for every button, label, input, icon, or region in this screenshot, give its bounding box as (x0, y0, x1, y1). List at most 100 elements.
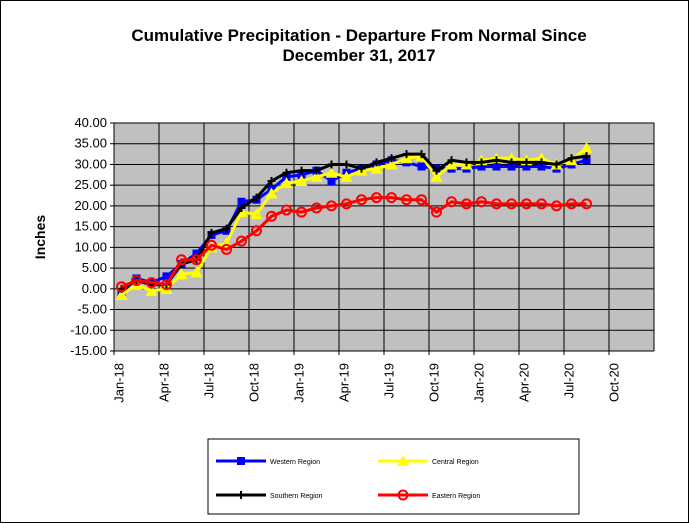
legend-marker (237, 491, 245, 499)
data-point (371, 192, 382, 204)
data-point (206, 239, 217, 251)
data-point (417, 150, 426, 159)
data-point (430, 170, 443, 182)
data-point (402, 150, 411, 159)
data-point (115, 289, 128, 301)
data-point (387, 154, 396, 163)
x-tick-label: Jul-20 (561, 363, 576, 398)
data-point (492, 162, 501, 171)
data-point (372, 158, 381, 167)
legend-box (207, 438, 580, 515)
y-axis-title: Inches (32, 215, 48, 260)
data-point (432, 166, 441, 175)
legend-entry: Central Region (378, 455, 479, 466)
data-point (280, 177, 293, 189)
legend-label: Eastern Region (432, 493, 480, 500)
data-point (297, 166, 306, 175)
legend-label: Southern Region (270, 493, 323, 500)
x-tick-label: Oct-18 (246, 363, 261, 402)
legend-label: Central Region (432, 459, 479, 466)
data-point (266, 210, 277, 222)
x-tick-label: Apr-19 (336, 363, 351, 402)
data-point (311, 202, 322, 214)
legend-entry: Eastern Region (378, 489, 480, 501)
y-tick-label: 20.00 (74, 198, 107, 213)
y-tick-label: -15.00 (70, 343, 107, 358)
legend: Western Region Central Region Southern Reg… (216, 455, 480, 501)
data-point (265, 187, 278, 199)
data-point (236, 235, 247, 247)
data-point (567, 154, 576, 163)
data-point (582, 152, 591, 161)
series-line (120, 196, 587, 289)
data-point (190, 266, 203, 278)
data-point (297, 170, 306, 179)
data-point (507, 162, 516, 171)
data-point (342, 160, 351, 169)
y-tick-label: 5.00 (82, 260, 107, 275)
data-point (146, 277, 157, 289)
data-point (281, 204, 292, 216)
data-point (175, 268, 188, 280)
data-point (536, 198, 547, 210)
data-point (370, 162, 383, 174)
x-tick-label: Jul-18 (201, 363, 216, 398)
data-point (357, 164, 366, 173)
data-point (222, 224, 231, 233)
data-point (535, 152, 548, 164)
data-point (476, 196, 487, 208)
data-point (237, 203, 246, 212)
chart-subtitle: December 31, 2017 (282, 46, 435, 65)
data-point (477, 162, 486, 171)
data-point (326, 200, 337, 212)
data-point (116, 281, 127, 293)
data-point (385, 158, 398, 170)
data-point (237, 197, 246, 206)
data-point (282, 172, 291, 181)
y-tick-label: 0.00 (82, 281, 107, 296)
data-point (162, 272, 171, 281)
legend-label: Western Region (270, 459, 320, 466)
legend-marker (237, 457, 245, 465)
data-point (491, 198, 502, 210)
data-point (327, 160, 336, 169)
data-point (312, 166, 321, 175)
y-tick-label: 35.00 (74, 136, 107, 151)
data-point (251, 225, 262, 237)
y-tick-label: 30.00 (74, 156, 107, 171)
data-point (296, 206, 307, 218)
data-point (582, 156, 591, 165)
x-tick-label: Jan-19 (291, 363, 306, 403)
y-tick-label: 10.00 (74, 239, 107, 254)
data-point (506, 198, 517, 210)
data-point (310, 170, 323, 182)
data-point (522, 158, 531, 167)
data-point (250, 208, 263, 220)
legend-marker (397, 455, 409, 466)
x-tick-label: Oct-20 (606, 363, 621, 402)
data-point (161, 279, 172, 291)
data-point (282, 168, 291, 177)
data-point (340, 170, 353, 182)
data-point (221, 243, 232, 255)
data-point (537, 158, 546, 167)
y-tick-label: -5.00 (77, 302, 107, 317)
data-point (295, 175, 308, 187)
legend-entry: Southern Region (216, 491, 323, 500)
y-tick-label: 25.00 (74, 177, 107, 192)
data-point (145, 284, 158, 296)
data-point (131, 275, 142, 287)
data-point (462, 158, 471, 167)
data-point (325, 166, 338, 178)
x-tick-label: Apr-18 (156, 363, 171, 402)
data-point (401, 194, 412, 206)
data-point (356, 194, 367, 206)
data-point (431, 206, 442, 218)
data-point (252, 193, 261, 202)
y-tick-label: 40.00 (74, 115, 107, 130)
data-point (522, 162, 531, 171)
legend-marker (397, 489, 409, 501)
data-point (176, 254, 187, 266)
data-point (581, 198, 592, 210)
